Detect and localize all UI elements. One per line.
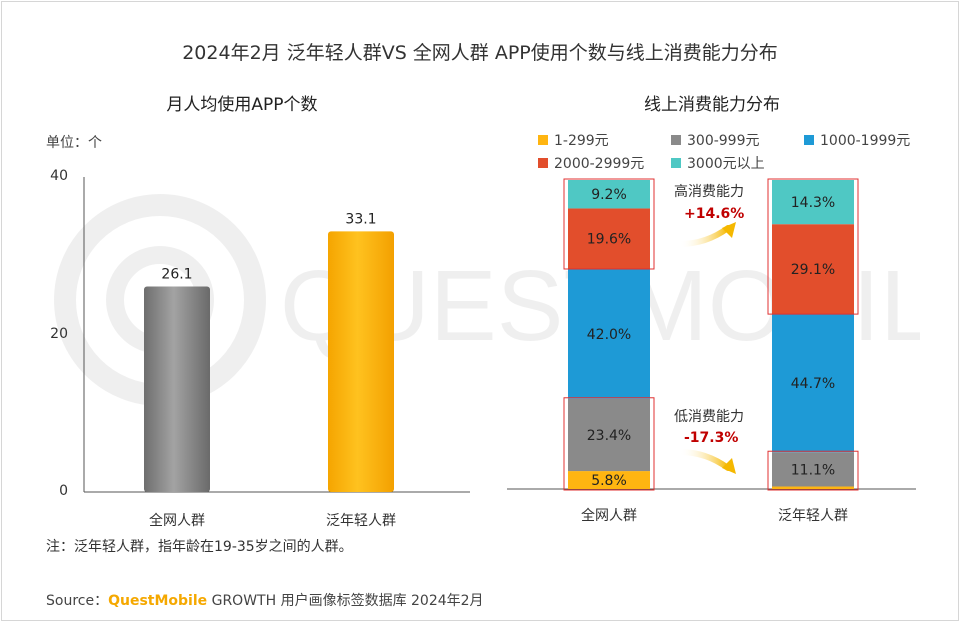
segment-label: 42.0%: [587, 327, 631, 343]
source-text: GROWTH 用户画像标签数据库 2024年2月: [207, 593, 484, 609]
y-tick-label: 40: [50, 168, 68, 184]
y-tick-label: 20: [50, 325, 68, 342]
stacked-segment: [772, 314, 854, 453]
segment-label: 19.6%: [587, 232, 631, 248]
legend-item: 300-999元: [671, 130, 760, 150]
source-brand: QuestMobile: [108, 593, 208, 609]
source-prefix: Source：: [46, 593, 109, 609]
high-consumption-label: 高消费能力: [674, 184, 744, 200]
legend-label: 3000元以上: [687, 156, 765, 172]
arrow-shaft: [677, 225, 731, 247]
x-category-label: 泛年轻人群: [326, 513, 396, 529]
footnote: 注：泛年轻人群，指年龄在19-35岁之间的人群。: [46, 539, 353, 555]
high-group-highlight: [767, 178, 859, 315]
segment-label: 44.7%: [791, 376, 835, 392]
left-chart-title: 月人均使用APP个数: [166, 95, 318, 115]
bar-value-label: 26.1: [161, 266, 192, 282]
arrow-shaft: [677, 449, 731, 471]
low-group-highlight: [563, 397, 655, 491]
low-consumption-label: 低消费能力: [674, 409, 744, 425]
stacked-segment: [772, 180, 854, 225]
stacked-segment: [568, 398, 650, 472]
legend-item: 3000元以上: [671, 153, 765, 173]
stacked-segment: [568, 208, 650, 269]
right-chart-title: 线上消费能力分布: [644, 95, 780, 115]
high-consumption-value: +14.6%: [684, 206, 745, 222]
bar-value-label: 33.1: [345, 211, 376, 227]
legend-label: 300-999元: [687, 133, 760, 149]
bar: [328, 231, 394, 492]
stacked-segment: [772, 452, 854, 487]
arrow-head: [722, 458, 736, 474]
bar: [144, 286, 210, 492]
x-category-label: 泛年轻人群: [778, 508, 848, 524]
legend-swatch: [804, 135, 814, 145]
segment-label: 5.8%: [591, 473, 627, 489]
legend-swatch: [671, 135, 681, 145]
source-line: Source：QuestMobile GROWTH 用户画像标签数据库 2024…: [46, 590, 484, 610]
segment-label: 11.1%: [791, 462, 835, 478]
segment-label: 14.3%: [791, 195, 835, 211]
y-tick-label: 0: [59, 483, 68, 499]
segment-label: 23.4%: [587, 428, 631, 444]
legend-item: 1000-1999元: [804, 130, 910, 150]
stacked-segment: [772, 224, 854, 315]
stacked-segment: [568, 471, 650, 489]
x-category-label: 全网人群: [149, 513, 205, 529]
legend-label: 2000-2999元: [554, 156, 645, 172]
legend-item: 1-299元: [538, 130, 609, 150]
high-group-highlight: [563, 178, 655, 270]
low-consumption-value: -17.3%: [684, 430, 739, 446]
unit-label: 单位：个: [46, 135, 102, 151]
legend-swatch: [671, 158, 681, 168]
segment-label: 29.1%: [791, 262, 835, 278]
legend-swatch: [538, 158, 548, 168]
page-title: 2024年2月 泛年轻人群VS 全网人群 APP使用个数与线上消费能力分布: [182, 42, 778, 64]
down-arrow-icon: [677, 449, 736, 474]
legend-label: 1000-1999元: [820, 133, 911, 149]
legend-swatch: [538, 135, 548, 145]
stacked-segment: [772, 486, 854, 489]
legend-label: 1-299元: [554, 133, 609, 149]
segment-label: 9.2%: [591, 187, 627, 203]
stacked-segment: [568, 268, 650, 399]
legend-item: 2000-2999元: [538, 153, 644, 173]
stacked-segment: [568, 180, 650, 209]
x-category-label: 全网人群: [581, 508, 637, 524]
up-arrow-icon: [677, 222, 736, 247]
low-group-highlight: [767, 450, 859, 491]
arrow-head: [722, 222, 736, 238]
